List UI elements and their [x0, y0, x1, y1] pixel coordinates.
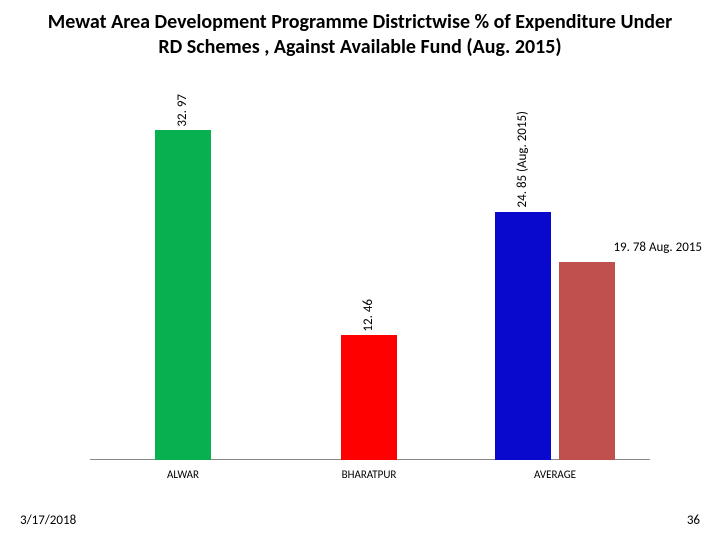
bar-value-label: 32. 97	[175, 94, 190, 127]
chart-title: Mewat Area Development Programme Distric…	[0, 0, 720, 60]
annotation-text: 19. 78 Aug. 2015	[613, 240, 702, 255]
bar	[155, 130, 211, 460]
bar	[559, 262, 615, 460]
x-axis-label: BHARATPUR	[342, 468, 397, 481]
x-axis-label: ALWAR	[167, 468, 199, 481]
footer-page-number: 36	[687, 513, 700, 528]
bar	[341, 335, 397, 460]
bar-value-label: 24. 85 (Aug. 2015)	[515, 111, 530, 207]
bar-value-label: 12. 46	[361, 299, 376, 332]
bar	[495, 212, 551, 461]
x-axis-label: AVERAGE	[534, 468, 576, 481]
footer-date: 3/17/2018	[20, 513, 76, 528]
chart-plot-area: 32. 9712. 4624. 85 (Aug. 2015)	[90, 110, 650, 460]
